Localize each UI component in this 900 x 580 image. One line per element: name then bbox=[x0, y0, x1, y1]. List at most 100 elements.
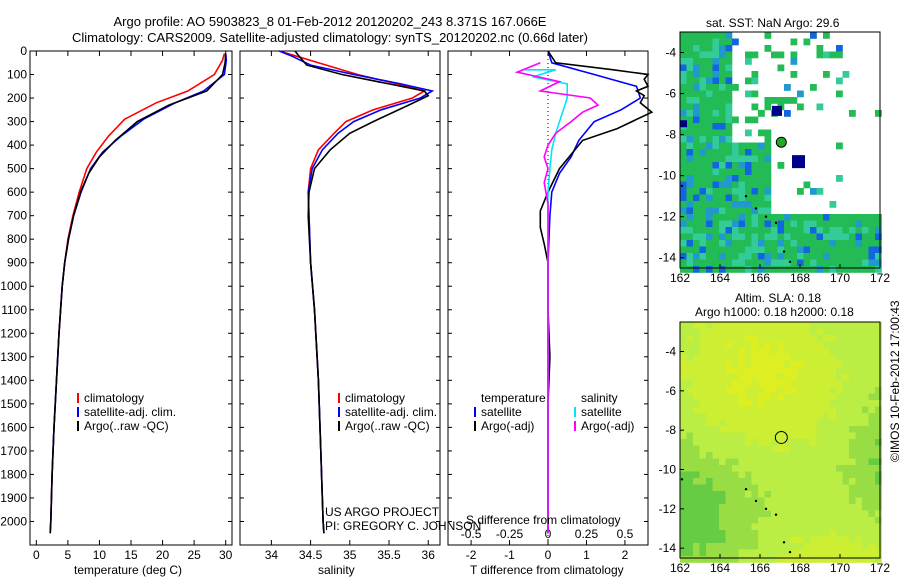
map-cell bbox=[764, 504, 772, 511]
map-cell bbox=[842, 419, 850, 427]
map-cell bbox=[868, 510, 876, 518]
map-cell bbox=[777, 419, 785, 427]
map-cell bbox=[680, 32, 687, 39]
map-cell bbox=[803, 387, 811, 394]
map-cell bbox=[699, 374, 707, 381]
map-cell bbox=[764, 393, 772, 401]
map-cell bbox=[784, 530, 791, 537]
y-tick-label: 800 bbox=[7, 232, 27, 246]
map-cell bbox=[680, 188, 687, 195]
map-cell bbox=[810, 504, 817, 511]
map-cell bbox=[699, 259, 707, 267]
map-cell bbox=[706, 188, 713, 195]
map-cell bbox=[680, 419, 687, 427]
map-cell bbox=[810, 227, 817, 234]
map-cell bbox=[706, 478, 713, 485]
map-cell bbox=[732, 38, 739, 46]
map-cell bbox=[790, 38, 798, 46]
map-cell bbox=[758, 354, 765, 362]
map-cell bbox=[868, 426, 876, 433]
map-cell bbox=[816, 246, 824, 254]
map-cell bbox=[875, 374, 882, 381]
map-cell bbox=[829, 367, 837, 375]
island-mark bbox=[680, 478, 684, 481]
map-cell bbox=[680, 77, 687, 85]
map-cell bbox=[816, 543, 824, 550]
map-cell bbox=[790, 233, 798, 241]
map-cell bbox=[823, 523, 830, 531]
map-cell bbox=[855, 510, 863, 518]
map-cell bbox=[777, 478, 785, 485]
map-cell bbox=[829, 335, 837, 342]
map-cell bbox=[790, 246, 798, 254]
map-cell bbox=[719, 374, 726, 381]
s-difference-axis-label: S difference from climatology bbox=[466, 513, 621, 527]
map-cell bbox=[693, 194, 700, 202]
map-cell bbox=[777, 471, 785, 479]
map-cell bbox=[699, 168, 707, 176]
map-cell bbox=[719, 536, 726, 544]
map-cell bbox=[758, 387, 765, 394]
map-cell bbox=[797, 240, 804, 247]
map-cell bbox=[706, 162, 713, 169]
map-cell bbox=[719, 406, 726, 414]
map-cell bbox=[836, 491, 843, 498]
map-cell bbox=[725, 426, 733, 433]
map-cell bbox=[699, 549, 707, 557]
map-cell bbox=[816, 51, 824, 59]
x-tick-label: 1 bbox=[583, 548, 590, 562]
map-cell bbox=[764, 458, 772, 466]
map-cell bbox=[836, 523, 843, 531]
map-cell bbox=[725, 97, 733, 104]
map-cell bbox=[732, 149, 739, 156]
map-cell bbox=[693, 523, 700, 531]
map-cell bbox=[777, 374, 785, 381]
map-cell bbox=[719, 478, 726, 485]
map-cell bbox=[849, 497, 856, 505]
map-cell bbox=[680, 45, 687, 52]
map-cell bbox=[875, 214, 882, 221]
x-tick-label: 172 bbox=[870, 561, 890, 575]
map-cell bbox=[771, 361, 778, 368]
series-line bbox=[49, 53, 226, 534]
map-cell bbox=[680, 38, 687, 46]
map-cell bbox=[680, 142, 687, 150]
map-cell bbox=[693, 129, 700, 137]
map-cell bbox=[777, 214, 785, 221]
map-cell bbox=[680, 155, 687, 163]
map-cell bbox=[732, 322, 739, 329]
map-cell bbox=[693, 354, 700, 362]
map-cell bbox=[699, 419, 707, 427]
map-cell bbox=[777, 341, 785, 349]
map-cell bbox=[758, 168, 765, 176]
map-cell bbox=[855, 374, 863, 381]
map-cell bbox=[803, 38, 811, 46]
map-cell bbox=[712, 246, 720, 254]
map-cell bbox=[823, 374, 830, 381]
map-cell bbox=[732, 367, 739, 375]
map-cell bbox=[719, 367, 726, 375]
map-cell bbox=[693, 465, 700, 472]
map-cell bbox=[751, 214, 759, 221]
map-cell bbox=[849, 253, 856, 260]
map-cell bbox=[680, 556, 687, 563]
map-cell bbox=[771, 266, 778, 273]
map-cell bbox=[686, 491, 694, 498]
map-cell bbox=[797, 491, 804, 498]
map-cell bbox=[777, 51, 785, 59]
map-cell bbox=[706, 201, 713, 208]
map-cell bbox=[732, 536, 739, 544]
map-cell bbox=[842, 240, 850, 247]
map-cell bbox=[777, 556, 785, 563]
map-cell bbox=[810, 220, 817, 228]
map-cell bbox=[758, 266, 765, 273]
map-cell bbox=[712, 240, 720, 247]
map-cell bbox=[693, 188, 700, 195]
map-cell bbox=[738, 406, 746, 414]
map-cell bbox=[693, 413, 700, 420]
map-cell bbox=[738, 246, 746, 254]
map-cell bbox=[745, 536, 752, 544]
map-cell bbox=[816, 504, 824, 511]
map-cell bbox=[686, 341, 694, 349]
map-cell bbox=[693, 341, 700, 349]
